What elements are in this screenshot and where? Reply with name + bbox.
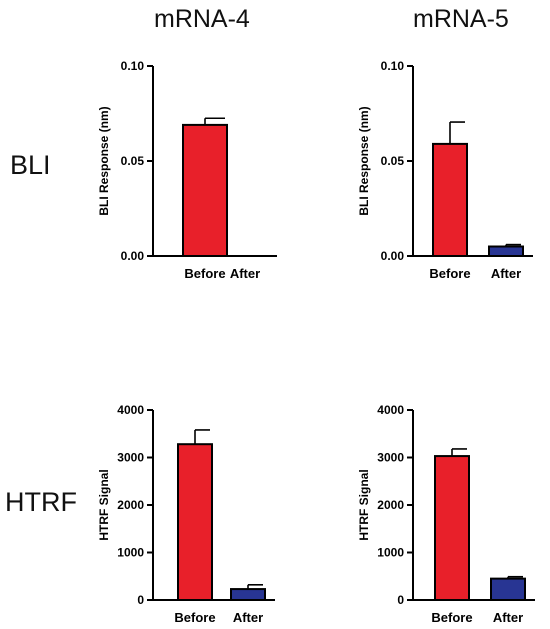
htrf-mrna-4-y-tick-label: 4000 — [117, 403, 144, 417]
bli-mrna-5-category-label-after: After — [491, 266, 521, 281]
bli-mrna-5-bar-after — [488, 245, 524, 257]
htrf-mrna-5-y-tick-label: 1000 — [377, 546, 404, 560]
htrf-mrna-5-category-label-after: After — [493, 610, 523, 625]
htrf-mrna-5-y-axis-label: HTRF Signal — [357, 469, 371, 540]
column-title-mrna-4: mRNA-4 — [154, 5, 250, 33]
htrf-mrna-4-y-tick-label: 2000 — [117, 498, 144, 512]
htrf-mrna-4-y-tick-label: 0 — [137, 593, 144, 607]
htrf-mrna-4-y-axis-label: HTRF Signal — [97, 469, 111, 540]
htrf-mrna-4-bar-after — [230, 588, 266, 602]
row-label-htrf: HTRF — [5, 487, 77, 517]
htrf-mrna-5-y-tick-label: 3000 — [377, 451, 404, 465]
bli-mrna-4-y-tick-label: 0.10 — [121, 59, 145, 73]
htrf-mrna-4-category-label-before: Before — [174, 610, 215, 625]
bli-mrna-5-y-tick-label: 0.10 — [381, 59, 405, 73]
htrf-mrna-5-y-tick-label: 2000 — [377, 498, 404, 512]
bli-mrna-5-category-label-before: Before — [429, 266, 470, 281]
bli-mrna-5-y-tick-label: 0.05 — [381, 154, 405, 168]
bli-mrna-5-bar-before — [432, 142, 468, 257]
column-title-mrna-5: mRNA-5 — [413, 5, 509, 33]
bli-mrna-4-category-label-before: Before — [184, 266, 225, 281]
bli-mrna-4-y-tick-label: 0.00 — [121, 249, 145, 263]
htrf-mrna-4-category-label-after: After — [233, 610, 263, 625]
bli-mrna-4-y-tick-label: 0.05 — [121, 154, 145, 168]
bli-mrna-5-y-tick-label: 0.00 — [381, 249, 405, 263]
bli-mrna-4-y-axis-label: BLI Response (nm) — [97, 106, 111, 215]
htrf-mrna-5-y-tick-label: 0 — [397, 593, 404, 607]
bli-mrna-4-category-label-after: After — [230, 266, 260, 281]
bli-mrna-5-y-axis-label: BLI Response (nm) — [357, 106, 371, 215]
row-label-bli: BLI — [10, 150, 51, 180]
htrf-mrna-5-bar-before — [434, 455, 470, 602]
htrf-mrna-5-y-tick-label: 4000 — [377, 403, 404, 417]
htrf-mrna-4-bar-before — [177, 443, 213, 602]
htrf-mrna-5-category-label-before: Before — [431, 610, 472, 625]
htrf-mrna-4-y-tick-label: 3000 — [117, 451, 144, 465]
htrf-mrna-4-y-tick-label: 1000 — [117, 546, 144, 560]
bli-mrna-4-bar-before — [182, 123, 228, 258]
htrf-mrna-5-bar-after — [490, 577, 526, 601]
